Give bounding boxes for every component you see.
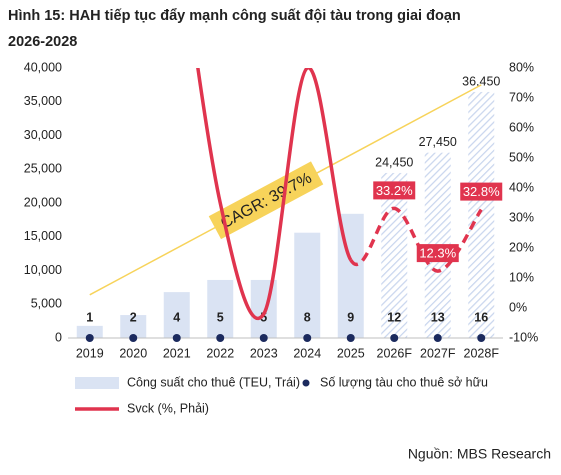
bar [163, 292, 190, 338]
ship-count-label: 5 [217, 310, 224, 324]
y2-tick-label: 50% [509, 150, 534, 164]
value-label-box [460, 182, 503, 201]
bar-value-label: 24,450 [375, 155, 413, 169]
ship-dot [433, 334, 442, 342]
y2-tick-label: 0% [509, 300, 527, 314]
legend-label: Svck (%, Phải) [127, 401, 209, 415]
ship-count-label: 1 [86, 310, 93, 324]
y2-tick-label: 30% [509, 210, 534, 224]
y2-tick-label: 20% [509, 240, 534, 254]
y2-tick-label: 60% [509, 120, 534, 134]
y-tick-label: 5,000 [31, 297, 62, 311]
ship-count-label: 2 [130, 310, 137, 324]
x-tick-label: 2025 [337, 346, 365, 360]
svck-value-label: 12.3% [419, 246, 456, 261]
svck-value-label: 32.8% [463, 184, 500, 199]
bar [294, 232, 321, 338]
ship-dot [129, 334, 138, 342]
x-tick-label: 2027F [420, 346, 456, 360]
ship-dot [390, 334, 399, 342]
ship-count-label: 9 [347, 310, 354, 324]
y2-tick-label: 10% [509, 270, 534, 284]
ship-count-label: 12 [387, 310, 401, 324]
cagr-text: CAGR: 39.7% [218, 170, 315, 232]
bar [76, 325, 103, 338]
x-tick-label: 2019 [76, 346, 104, 360]
x-tick-label: 2020 [119, 346, 147, 360]
x-tick-label: 2026F [377, 346, 413, 360]
bar-value-label: 27,450 [419, 135, 457, 149]
x-tick-label: 2021 [163, 346, 191, 360]
ship-count-label: 16 [474, 310, 488, 324]
svck-line [196, 68, 353, 321]
x-tick-label: 2023 [250, 346, 278, 360]
y2-tick-label: -10% [509, 330, 538, 344]
ship-dot [85, 334, 94, 342]
ship-count-label: 8 [304, 310, 311, 324]
line-group [196, 68, 483, 321]
ship-count-label: 13 [431, 310, 445, 324]
y-tick-label: 15,000 [24, 229, 62, 243]
legend-label: Số lượng tàu cho thuê sở hữu [320, 375, 488, 389]
bar [250, 279, 277, 338]
value-label-box [416, 244, 459, 263]
svck-line [349, 206, 483, 273]
y-tick-label: 35,000 [24, 94, 62, 108]
svck-value-label: 33.2% [376, 183, 413, 198]
ship-count-label: 5 [260, 310, 267, 324]
y-tick-label: 10,000 [24, 263, 62, 277]
ship-dot [477, 334, 486, 342]
y2-tick-label: 70% [509, 90, 534, 104]
bar [120, 315, 147, 338]
ship-dot [303, 334, 312, 342]
ship-dot [172, 334, 181, 342]
ship-dot [259, 334, 268, 342]
y-tick-label: 0 [55, 330, 62, 344]
ship-dot [216, 334, 225, 342]
y-tick-label: 25,000 [24, 162, 62, 176]
bar [468, 91, 495, 339]
cagr-box [208, 161, 324, 240]
y-tick-label: 20,000 [24, 195, 62, 209]
bar [207, 279, 234, 338]
value-label-box [373, 181, 416, 200]
legend-swatch [75, 377, 119, 389]
source: Nguồn: MBS Research [408, 446, 551, 462]
chart-title: Hình 15: HAH tiếp tục đẩy mạnh công suất… [8, 8, 461, 50]
y-tick-label: 40,000 [24, 60, 62, 74]
bar [381, 172, 408, 338]
x-tick-label: 2022 [206, 346, 234, 360]
x-tick-label: 2024 [293, 346, 321, 360]
legend-swatch [302, 379, 310, 387]
bar-value-label: 36,450 [462, 74, 500, 88]
y-tick-label: 30,000 [24, 128, 62, 142]
y2-tick-label: 80% [509, 60, 534, 74]
y2-tick-label: 40% [509, 180, 534, 194]
ship-count-label: 4 [173, 310, 180, 324]
ship-dot [346, 334, 355, 342]
x-tick-label: 2028F [464, 346, 500, 360]
legend-label: Công suất cho thuê (TEU, Trái) [127, 375, 300, 389]
